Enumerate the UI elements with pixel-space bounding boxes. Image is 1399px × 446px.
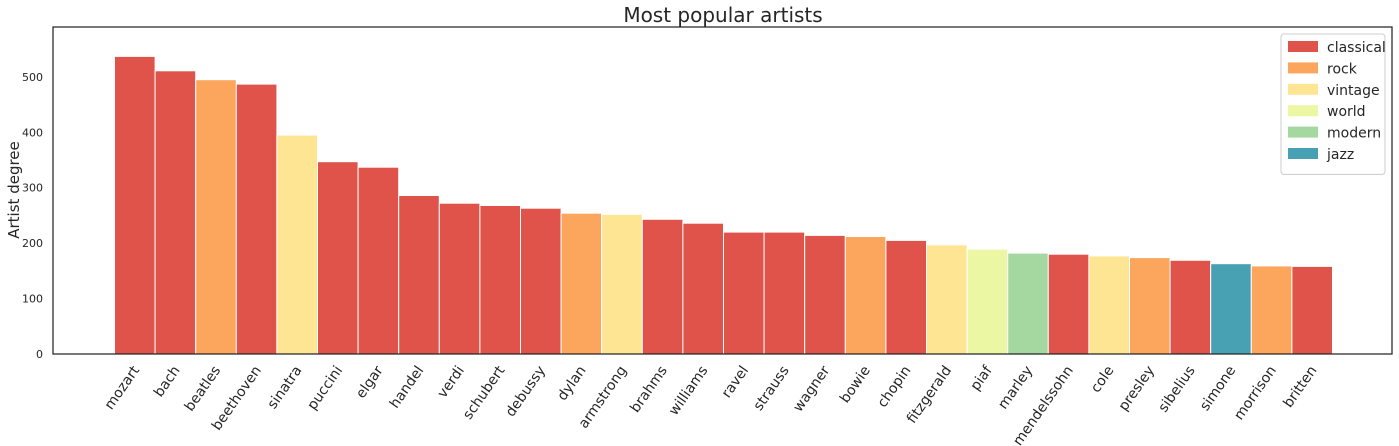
legend-swatch-rock (1288, 62, 1318, 74)
x-tick-label-ravel: ravel (719, 363, 752, 401)
bar-morrison (1250, 265, 1293, 355)
bar-ravel (723, 231, 765, 355)
legend-swatch-world (1288, 105, 1318, 117)
x-tick-label-debussy: debussy (503, 363, 549, 420)
x-tick-label-dylan: dylan (554, 363, 589, 404)
x-tick-label-brahms: brahms (627, 363, 671, 416)
bar-presley (1129, 257, 1171, 355)
bar-armstrong (601, 213, 643, 355)
bar-handel (398, 195, 440, 355)
y-ticks-group: 0 100 200 300 400 500 (22, 71, 43, 361)
bar-mendelssohn (1047, 253, 1090, 355)
legend-label-classical: classical (1327, 40, 1386, 56)
bar-debussy (520, 207, 562, 355)
x-tick-label-britten: britten (1280, 363, 1320, 411)
bar-wagner (804, 234, 846, 355)
bar-mozart (114, 55, 156, 355)
legend-swatch-jazz (1288, 148, 1318, 159)
x-tick-label-piaf: piaf (967, 362, 996, 394)
bar-britten (1291, 265, 1334, 355)
bar-beethoven (235, 83, 278, 355)
bar-williams (682, 222, 725, 355)
x-tick-label-bach: bach (151, 363, 184, 400)
x-tick-label-marley: marley (995, 363, 1036, 412)
x-tick-label-handel: handel (387, 363, 427, 411)
x-tick-label-cole: cole (1088, 363, 1118, 396)
y-tick-label-200: 200 (22, 237, 43, 250)
legend-swatch-classical (1288, 41, 1318, 52)
y-tick-label-100: 100 (22, 293, 43, 306)
y-tick-label-300: 300 (22, 182, 43, 195)
bar-brahms (641, 218, 684, 355)
y-tick-label-400: 400 (22, 126, 43, 139)
bar-dylan (560, 212, 603, 355)
bar-cole (1088, 255, 1131, 355)
chart-title: Most popular artists (623, 3, 822, 27)
x-tick-label-wagner: wagner (790, 363, 833, 415)
bar-marley (1007, 252, 1049, 355)
x-tick-label-schubert: schubert (460, 363, 509, 423)
bar-elgar (357, 166, 400, 355)
x-tick-label-mozart: mozart (102, 363, 144, 413)
x-tick-label-strauss: strauss (751, 363, 793, 414)
bar-sibelius (1169, 259, 1212, 355)
x-tick-label-elgar: elgar (353, 363, 387, 402)
bar-bowie (844, 236, 887, 355)
legend-swatch-modern (1288, 126, 1318, 138)
x-tick-label-sinatra: sinatra (265, 363, 306, 412)
legend: classical rock vintage world modern jazz (1280, 33, 1386, 175)
bar-piaf (966, 248, 1009, 355)
legend-label-jazz: jazz (1326, 147, 1354, 163)
bar-sinatra (276, 134, 318, 355)
legend-label-modern: modern (1327, 126, 1381, 142)
x-tick-label-simone: simone (1197, 363, 1239, 414)
y-tick-label-0: 0 (36, 348, 43, 361)
x-tick-label-presley: presley (1116, 363, 1158, 414)
y-axis-label: Artist degree (5, 141, 23, 239)
x-tick-label-chopin: chopin (875, 363, 915, 411)
x-tick-label-bowie: bowie (837, 363, 874, 406)
bars-group (114, 55, 1334, 355)
bar-chopin (885, 239, 928, 355)
y-tick-label-500: 500 (22, 71, 43, 84)
legend-swatch-vintage (1288, 83, 1318, 95)
x-tick-label-puccini: puccini (304, 363, 346, 413)
legend-label-world: world (1327, 104, 1366, 120)
bar-puccini (317, 161, 359, 355)
bar-beatles (195, 79, 237, 355)
x-tick-label-verdi: verdi (435, 363, 468, 401)
bar-simone (1210, 263, 1252, 355)
x-tick-label-williams: williams (666, 363, 712, 418)
bar-schubert (479, 205, 521, 355)
bar-fitzgerald (926, 244, 968, 355)
plot-frame (52, 26, 1393, 355)
bar-bach (154, 70, 197, 355)
legend-label-rock: rock (1327, 61, 1358, 77)
legend-label-vintage: vintage (1327, 83, 1380, 99)
x-tick-label-sibelius: sibelius (1155, 363, 1198, 415)
x-tick-label-beatles: beatles (182, 363, 225, 414)
bar-strauss (763, 231, 806, 355)
bar-verdi (438, 202, 481, 355)
